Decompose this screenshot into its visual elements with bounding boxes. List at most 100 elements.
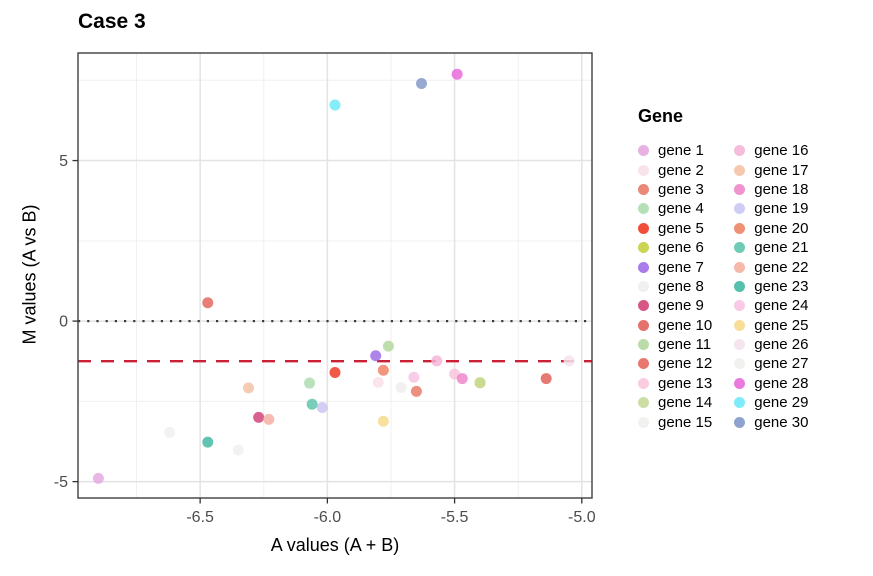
y-tick-label: 0 bbox=[59, 314, 68, 331]
legend-item: gene 8 bbox=[638, 277, 712, 296]
legend-item: gene 6 bbox=[638, 238, 712, 257]
legend-swatch-icon bbox=[734, 280, 746, 292]
legend-label: gene 29 bbox=[754, 394, 809, 412]
data-point-gene-12 bbox=[202, 297, 214, 309]
data-point-gene-3 bbox=[410, 385, 422, 397]
data-point-gene-9 bbox=[253, 411, 265, 423]
data-point-gene-23 bbox=[202, 436, 214, 448]
legend-swatch-icon bbox=[734, 242, 746, 254]
panel-background bbox=[78, 53, 592, 498]
data-point-gene-21 bbox=[306, 398, 318, 410]
y-tick-label: -5 bbox=[54, 474, 68, 491]
legend-swatch-icon bbox=[734, 377, 746, 389]
legend-item: gene 12 bbox=[638, 354, 712, 373]
legend-label: gene 28 bbox=[754, 374, 809, 392]
legend-swatch-icon bbox=[734, 203, 746, 215]
data-point-gene-2 bbox=[372, 376, 384, 388]
x-tick-label: -6.0 bbox=[314, 509, 342, 526]
legend-item: gene 10 bbox=[638, 316, 712, 335]
y-tick-label: 5 bbox=[59, 153, 68, 170]
legend-label: gene 24 bbox=[754, 297, 809, 315]
data-point-gene-20 bbox=[377, 364, 389, 376]
legend-label: gene 23 bbox=[754, 277, 809, 295]
legend-label: gene 15 bbox=[658, 413, 713, 431]
legend-label: gene 10 bbox=[658, 316, 713, 334]
legend-label: gene 27 bbox=[754, 355, 809, 373]
legend-swatch-icon bbox=[638, 183, 649, 195]
legend-swatch-icon bbox=[638, 339, 649, 351]
data-point-gene-16 bbox=[431, 355, 443, 367]
legend-swatch-icon bbox=[638, 358, 649, 370]
legend-label: gene 21 bbox=[754, 239, 809, 257]
legend-label: gene 5 bbox=[658, 219, 704, 237]
legend-swatch-icon bbox=[734, 300, 746, 312]
legend-label: gene 6 bbox=[658, 239, 704, 257]
data-point-gene-8 bbox=[395, 382, 407, 394]
legend-item: gene 9 bbox=[638, 296, 712, 315]
legend-swatch-icon bbox=[638, 203, 649, 215]
legend-label: gene 12 bbox=[658, 355, 713, 373]
data-point-gene-7 bbox=[370, 350, 382, 362]
legend-label: gene 25 bbox=[754, 316, 809, 334]
legend-item: gene 3 bbox=[638, 180, 712, 199]
legend-item: gene 1 bbox=[638, 141, 712, 160]
legend-swatch-icon bbox=[734, 358, 746, 370]
legend-item: gene 14 bbox=[638, 393, 712, 412]
data-point-gene-14 bbox=[474, 377, 486, 389]
legend-item: gene 2 bbox=[638, 160, 712, 179]
legend-swatch-icon bbox=[734, 416, 746, 428]
data-point-gene-18 bbox=[456, 373, 468, 385]
legend-label: gene 3 bbox=[658, 180, 704, 198]
data-point-gene-1 bbox=[92, 472, 104, 484]
data-point-gene-29 bbox=[329, 99, 341, 111]
legend-item: gene 27 bbox=[734, 354, 808, 373]
legend-swatch-icon bbox=[638, 242, 649, 254]
legend-swatch-icon bbox=[734, 164, 746, 176]
legend-swatch-icon bbox=[638, 164, 649, 176]
data-point-gene-19 bbox=[316, 401, 328, 413]
legend-swatch-icon bbox=[734, 183, 746, 195]
x-tick-label: -5.0 bbox=[568, 509, 596, 526]
legend-item: gene 5 bbox=[638, 219, 712, 238]
legend-item: gene 23 bbox=[734, 277, 808, 296]
legend-item: gene 25 bbox=[734, 316, 808, 335]
legend-swatch-icon bbox=[734, 319, 746, 331]
legend-item: gene 11 bbox=[638, 335, 712, 354]
legend-item: gene 26 bbox=[734, 335, 808, 354]
legend: Gene gene 1 gene 2 gene 3 gene 4 gene 5 gene … bbox=[638, 106, 808, 432]
legend-swatch-icon bbox=[638, 377, 649, 389]
data-point-gene-27 bbox=[232, 444, 244, 456]
legend-label: gene 20 bbox=[754, 219, 809, 237]
legend-label: gene 9 bbox=[658, 297, 704, 315]
legend-label: gene 8 bbox=[658, 277, 704, 295]
legend-title: Gene bbox=[638, 106, 684, 126]
legend-label: gene 19 bbox=[754, 200, 809, 218]
legend-label: gene 11 bbox=[658, 336, 712, 354]
legend-swatch-icon bbox=[734, 339, 746, 351]
legend-item: gene 24 bbox=[734, 296, 808, 315]
x-tick-label: -6.5 bbox=[186, 509, 214, 526]
legend-swatch-icon bbox=[734, 222, 746, 234]
legend-swatch-icon bbox=[638, 280, 649, 292]
data-point-gene-30 bbox=[416, 78, 428, 90]
legend-item: gene 17 bbox=[734, 160, 808, 179]
legend-swatch-icon bbox=[734, 261, 746, 273]
data-point-gene-28 bbox=[451, 68, 463, 80]
legend-item: gene 22 bbox=[734, 257, 808, 276]
data-point-gene-26 bbox=[563, 355, 575, 367]
data-point-gene-22 bbox=[263, 413, 275, 425]
panel-border bbox=[77, 52, 593, 499]
data-point-gene-24 bbox=[408, 371, 420, 383]
legend-item: gene 13 bbox=[638, 374, 712, 393]
legend-swatch-icon bbox=[734, 145, 746, 157]
data-point-gene-15 bbox=[164, 427, 176, 439]
y-axis-title: M values (A vs B) bbox=[19, 204, 40, 345]
legend-swatch-icon bbox=[638, 397, 649, 409]
legend-label: gene 18 bbox=[754, 180, 809, 198]
legend-swatch-icon bbox=[638, 300, 649, 312]
legend-label: gene 16 bbox=[754, 142, 809, 160]
legend-item: gene 28 bbox=[734, 374, 808, 393]
legend-label: gene 13 bbox=[658, 374, 713, 392]
plot-panel: -6.5 -6.0 -5.5 -5.0 5 0 -5 bbox=[54, 52, 596, 526]
x-axis-title: A values (A + B) bbox=[270, 535, 400, 555]
